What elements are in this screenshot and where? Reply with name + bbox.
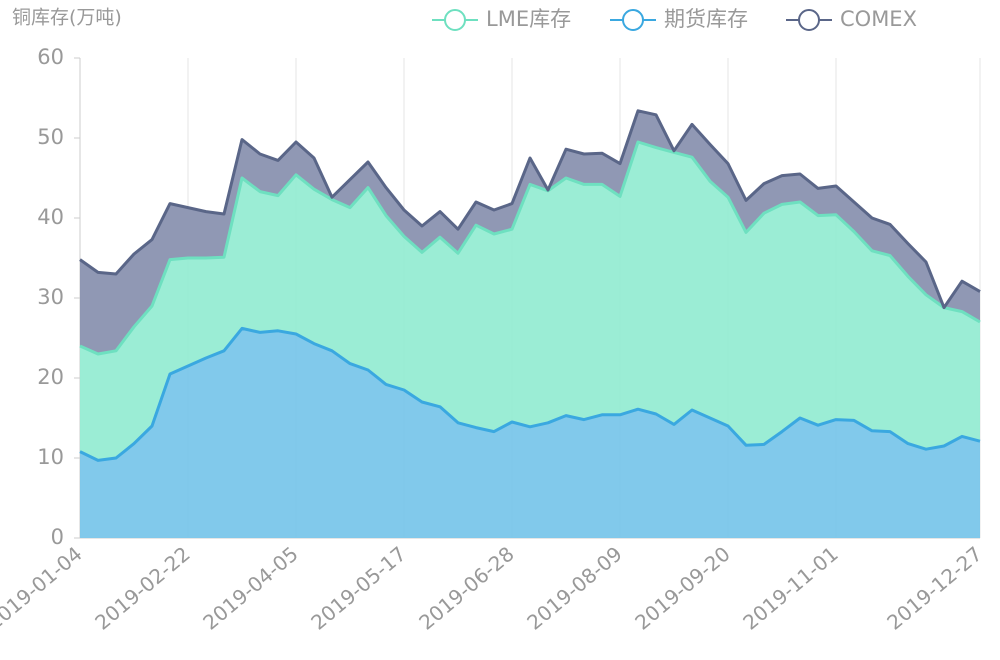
legend-marker [622, 9, 644, 31]
x-tick-label: 2019-08-09 [522, 542, 626, 635]
y-tick-label: 40 [37, 205, 64, 229]
y-tick-label: 10 [37, 445, 64, 469]
x-tick-label: 2019-09-20 [630, 542, 734, 635]
y-tick-label: 30 [37, 285, 64, 309]
y-tick-label: 60 [37, 45, 64, 69]
x-tick-label: 2019-02-22 [90, 542, 194, 635]
legend-marker [798, 9, 820, 31]
legend-item: COMEX [786, 7, 917, 31]
area [80, 328, 980, 538]
x-tick-label: 2019-04-05 [198, 542, 302, 635]
x-tick-label: 2019-06-28 [414, 542, 518, 635]
legend-marker [444, 9, 466, 31]
x-tick-label: 2019-05-17 [306, 542, 410, 635]
y-tick-label: 0 [51, 525, 64, 549]
y-tick-label: 50 [37, 125, 64, 149]
area [80, 142, 980, 461]
x-tick-label: 2019-01-04 [0, 542, 87, 635]
legend-label: COMEX [840, 7, 917, 31]
legend-item: 期货库存 [610, 7, 748, 31]
legend-item: LME库存 [432, 7, 571, 31]
area [80, 110, 980, 354]
legend-label: 期货库存 [664, 7, 748, 31]
line [79, 109, 981, 310]
y-axis-label: 铜库存(万吨) [12, 7, 122, 29]
y-tick-label: 20 [37, 365, 64, 389]
x-tick-label: 2019-11-01 [738, 542, 842, 635]
line [79, 140, 981, 356]
x-tick-label: 2019-12-27 [882, 542, 986, 635]
line [79, 326, 981, 462]
legend-label: LME库存 [486, 7, 571, 31]
